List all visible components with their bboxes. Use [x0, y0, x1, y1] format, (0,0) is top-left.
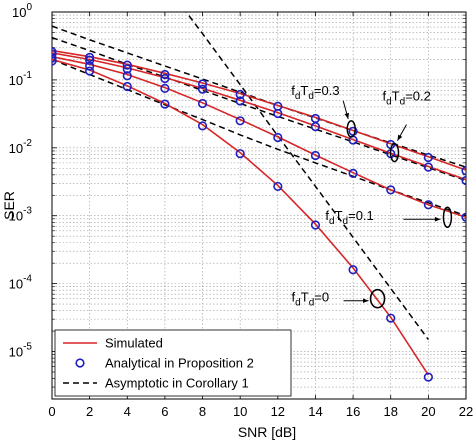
analytical-point: [386, 313, 396, 323]
analytical-point: [85, 52, 95, 62]
plot-frame: [51, 11, 467, 400]
analytical-point: [461, 175, 466, 186]
y-axis-label: SER: [1, 191, 17, 220]
analytical-point: [85, 55, 95, 65]
annotation-fd0-ellipse: [369, 288, 386, 309]
annotation-fd03-label: fdTd=0.3: [291, 83, 339, 102]
analytical-point: [461, 212, 466, 222]
x-tick-label: 18: [383, 404, 397, 419]
legend-label: Simulated: [105, 336, 163, 351]
analytical-point: [273, 132, 283, 143]
y-tick-label: 10-5: [9, 342, 33, 360]
x-axis-label: SNR [dB]: [238, 424, 296, 440]
analytical-point: [423, 152, 433, 163]
asymptotic-line-fdTd=0: [185, 12, 430, 341]
x-tick-label: 16: [346, 404, 360, 419]
simulated-line-fdTd=0.2: [52, 52, 466, 181]
x-tick-label: 12: [271, 404, 285, 419]
analytical-point: [423, 162, 433, 172]
analytical-point: [310, 220, 321, 230]
x-tick-label: 14: [308, 404, 322, 419]
analytical-point: [235, 149, 245, 159]
y-tick-label: 10-4: [9, 274, 33, 292]
legend-swatch-analytical: [75, 358, 85, 368]
analytical-point: [122, 60, 132, 70]
annotation-fd02-label: fdTd=0.2: [382, 89, 430, 108]
analytical-point: [348, 168, 358, 178]
asymptotic-line-fdTd=0.2: [52, 36, 466, 182]
annotations: fdTd=0.3 fdTd=0.2 fdTd=0.1 fdTd=0: [291, 83, 453, 309]
analytical-point: [348, 265, 358, 275]
analytical-point: [423, 372, 433, 382]
analytical-point: [273, 181, 283, 192]
legend-label: Asymptotic in Corollary 1: [105, 376, 249, 391]
analytical-point: [122, 71, 132, 81]
legend-box: [54, 329, 292, 397]
analytical-point: [160, 99, 170, 109]
y-tick-label: 10-3: [9, 206, 33, 224]
analytical-point: [461, 166, 466, 176]
x-tick-label: 4: [124, 404, 131, 419]
x-tick-label: 6: [161, 404, 168, 419]
analytical-point: [160, 69, 170, 80]
x-tick-label: 8: [199, 404, 206, 419]
annotation-fd03-arrowhead: [344, 112, 349, 119]
annotation-fd01-ellipse: [442, 206, 453, 228]
x-tick-label: 0: [48, 404, 55, 419]
y-tick-label: 10-1: [9, 70, 33, 88]
simulated-line-fdTd=0.1: [52, 55, 466, 218]
analytical-point: [52, 53, 57, 63]
x-tick-label: 10: [233, 404, 247, 419]
analytical-point: [85, 61, 95, 71]
analytical-point: [52, 56, 57, 66]
x-tick-label: 2: [86, 404, 93, 419]
y-tick-label: 100: [12, 2, 32, 20]
analytical-point: [235, 96, 245, 106]
analytical-point: [122, 81, 132, 92]
analytical-point: [235, 89, 245, 100]
x-tick-label: 20: [421, 404, 435, 419]
annotation-fd01-arrowhead: [434, 216, 441, 222]
analytical-point: [197, 84, 208, 94]
asymptotic-line-fdTd=0.1: [52, 58, 466, 217]
analytical-point: [197, 98, 208, 109]
annotation-fd0-label: fdTd=0: [292, 290, 330, 309]
simulated-line-fdTd=0: [52, 58, 430, 376]
analytical-point: [197, 79, 208, 89]
annotation-fd0-arrowhead: [363, 298, 369, 304]
annotation-fd02-arrowhead: [397, 134, 403, 141]
annotation-fd01-label: fdTd=0.1: [325, 208, 373, 227]
analytical-point: [273, 108, 283, 119]
analytical-point: [423, 200, 433, 210]
analytical-point: [310, 122, 321, 132]
analytical-point: [386, 185, 396, 195]
annotation-fd03-ellipse: [346, 120, 356, 138]
annotation-fd02-ellipse: [389, 142, 400, 163]
analytical-point: [197, 121, 208, 131]
y-tick-label: 10-2: [9, 138, 33, 156]
analytical-point: [310, 150, 321, 161]
legend-label: Analytical in Proposition 2: [105, 356, 254, 371]
analytical-point: [235, 116, 245, 126]
analytical-point: [85, 66, 95, 76]
legend: Simulated Analytical in Proposition 2 Asym…: [54, 329, 292, 397]
x-tick-label: 22: [459, 404, 473, 419]
analytical-point: [160, 83, 170, 93]
analytical-point: [160, 73, 170, 84]
